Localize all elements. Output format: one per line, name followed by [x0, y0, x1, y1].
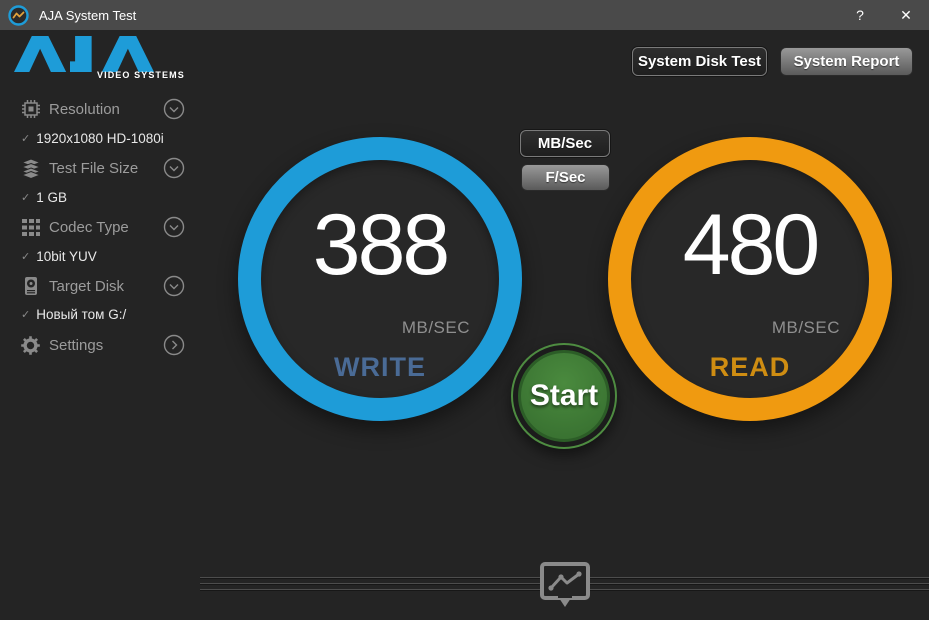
sidebar-item-label: Codec Type [49, 218, 129, 236]
sidebar-value-target-disk: ✓ Новый том G:/ [0, 305, 200, 323]
read-label: READ [709, 352, 791, 382]
sidebar-item-settings[interactable]: Settings [0, 332, 200, 358]
system-disk-test-button[interactable]: System Disk Test [632, 47, 767, 76]
app-icon [8, 4, 29, 26]
close-button[interactable]: ✕ [900, 6, 912, 23]
help-button[interactable]: ? [856, 7, 864, 23]
system-report-button[interactable]: System Report [780, 47, 913, 76]
gear-icon [20, 335, 41, 356]
disk-icon [20, 276, 41, 297]
check-icon: ✓ [21, 250, 31, 263]
sidebar-item-label: Resolution [49, 100, 120, 118]
sidebar-value-text: 1 GB [36, 189, 67, 205]
chip-icon [20, 99, 41, 120]
chevron-down-icon[interactable] [163, 216, 185, 238]
chevron-down-icon[interactable] [163, 157, 185, 179]
sidebar-value-resolution: ✓ 1920x1080 HD-1080i [0, 129, 200, 147]
read-value: 480 [682, 197, 821, 293]
window-title: AJA System Test [39, 7, 137, 23]
sidebar-item-codec-type[interactable]: Codec Type [0, 214, 200, 240]
start-button-face[interactable]: Start [518, 350, 610, 442]
check-icon: ✓ [21, 191, 31, 204]
mbsec-toggle-button[interactable]: MB/Sec [520, 130, 610, 157]
aja-logo-mark [14, 36, 154, 72]
sidebar-item-label: Target Disk [49, 277, 125, 295]
chevron-down-icon[interactable] [163, 275, 185, 297]
check-icon: ✓ [21, 132, 31, 145]
chevron-down-icon[interactable] [163, 98, 185, 120]
sidebar-item-label: Test File Size [49, 159, 139, 177]
titlebar: AJA System Test ? ✕ [0, 0, 929, 30]
aja-logo: VIDEO SYSTEMS [14, 36, 184, 84]
sidebar-item-target-disk[interactable]: Target Disk [0, 273, 200, 299]
read-unit: MB/SEC [771, 318, 840, 337]
sidebar-item-test-file-size[interactable]: Test File Size [0, 155, 200, 181]
sidebar-value-test-file-size: ✓ 1 GB [0, 188, 200, 206]
write-gauge: 388 MB/SEC WRITE [238, 137, 522, 421]
logo-subtitle: VIDEO SYSTEMS [97, 70, 185, 80]
sidebar-value-text: 1920x1080 HD-1080i [36, 130, 164, 146]
sidebar-item-resolution[interactable]: Resolution [0, 96, 200, 122]
chevron-right-icon[interactable] [163, 334, 185, 356]
layers-icon [20, 158, 41, 179]
fsec-toggle-button[interactable]: F/Sec [521, 164, 610, 191]
write-value: 388 [312, 197, 451, 293]
write-label: WRITE [334, 352, 426, 382]
grid-icon [20, 217, 41, 238]
start-button[interactable]: Start [511, 343, 617, 449]
sidebar-value-codec-type: ✓ 10bit YUV [0, 247, 200, 265]
sidebar-value-text: Новый том G:/ [36, 306, 127, 322]
write-unit: MB/SEC [401, 318, 470, 337]
performance-chart-icon[interactable] [539, 561, 591, 608]
sidebar-item-label: Settings [49, 336, 104, 354]
read-gauge: 480 MB/SEC READ [608, 137, 892, 421]
check-icon: ✓ [21, 308, 31, 321]
start-button-label: Start [529, 379, 599, 412]
sidebar-value-text: 10bit YUV [36, 248, 97, 264]
